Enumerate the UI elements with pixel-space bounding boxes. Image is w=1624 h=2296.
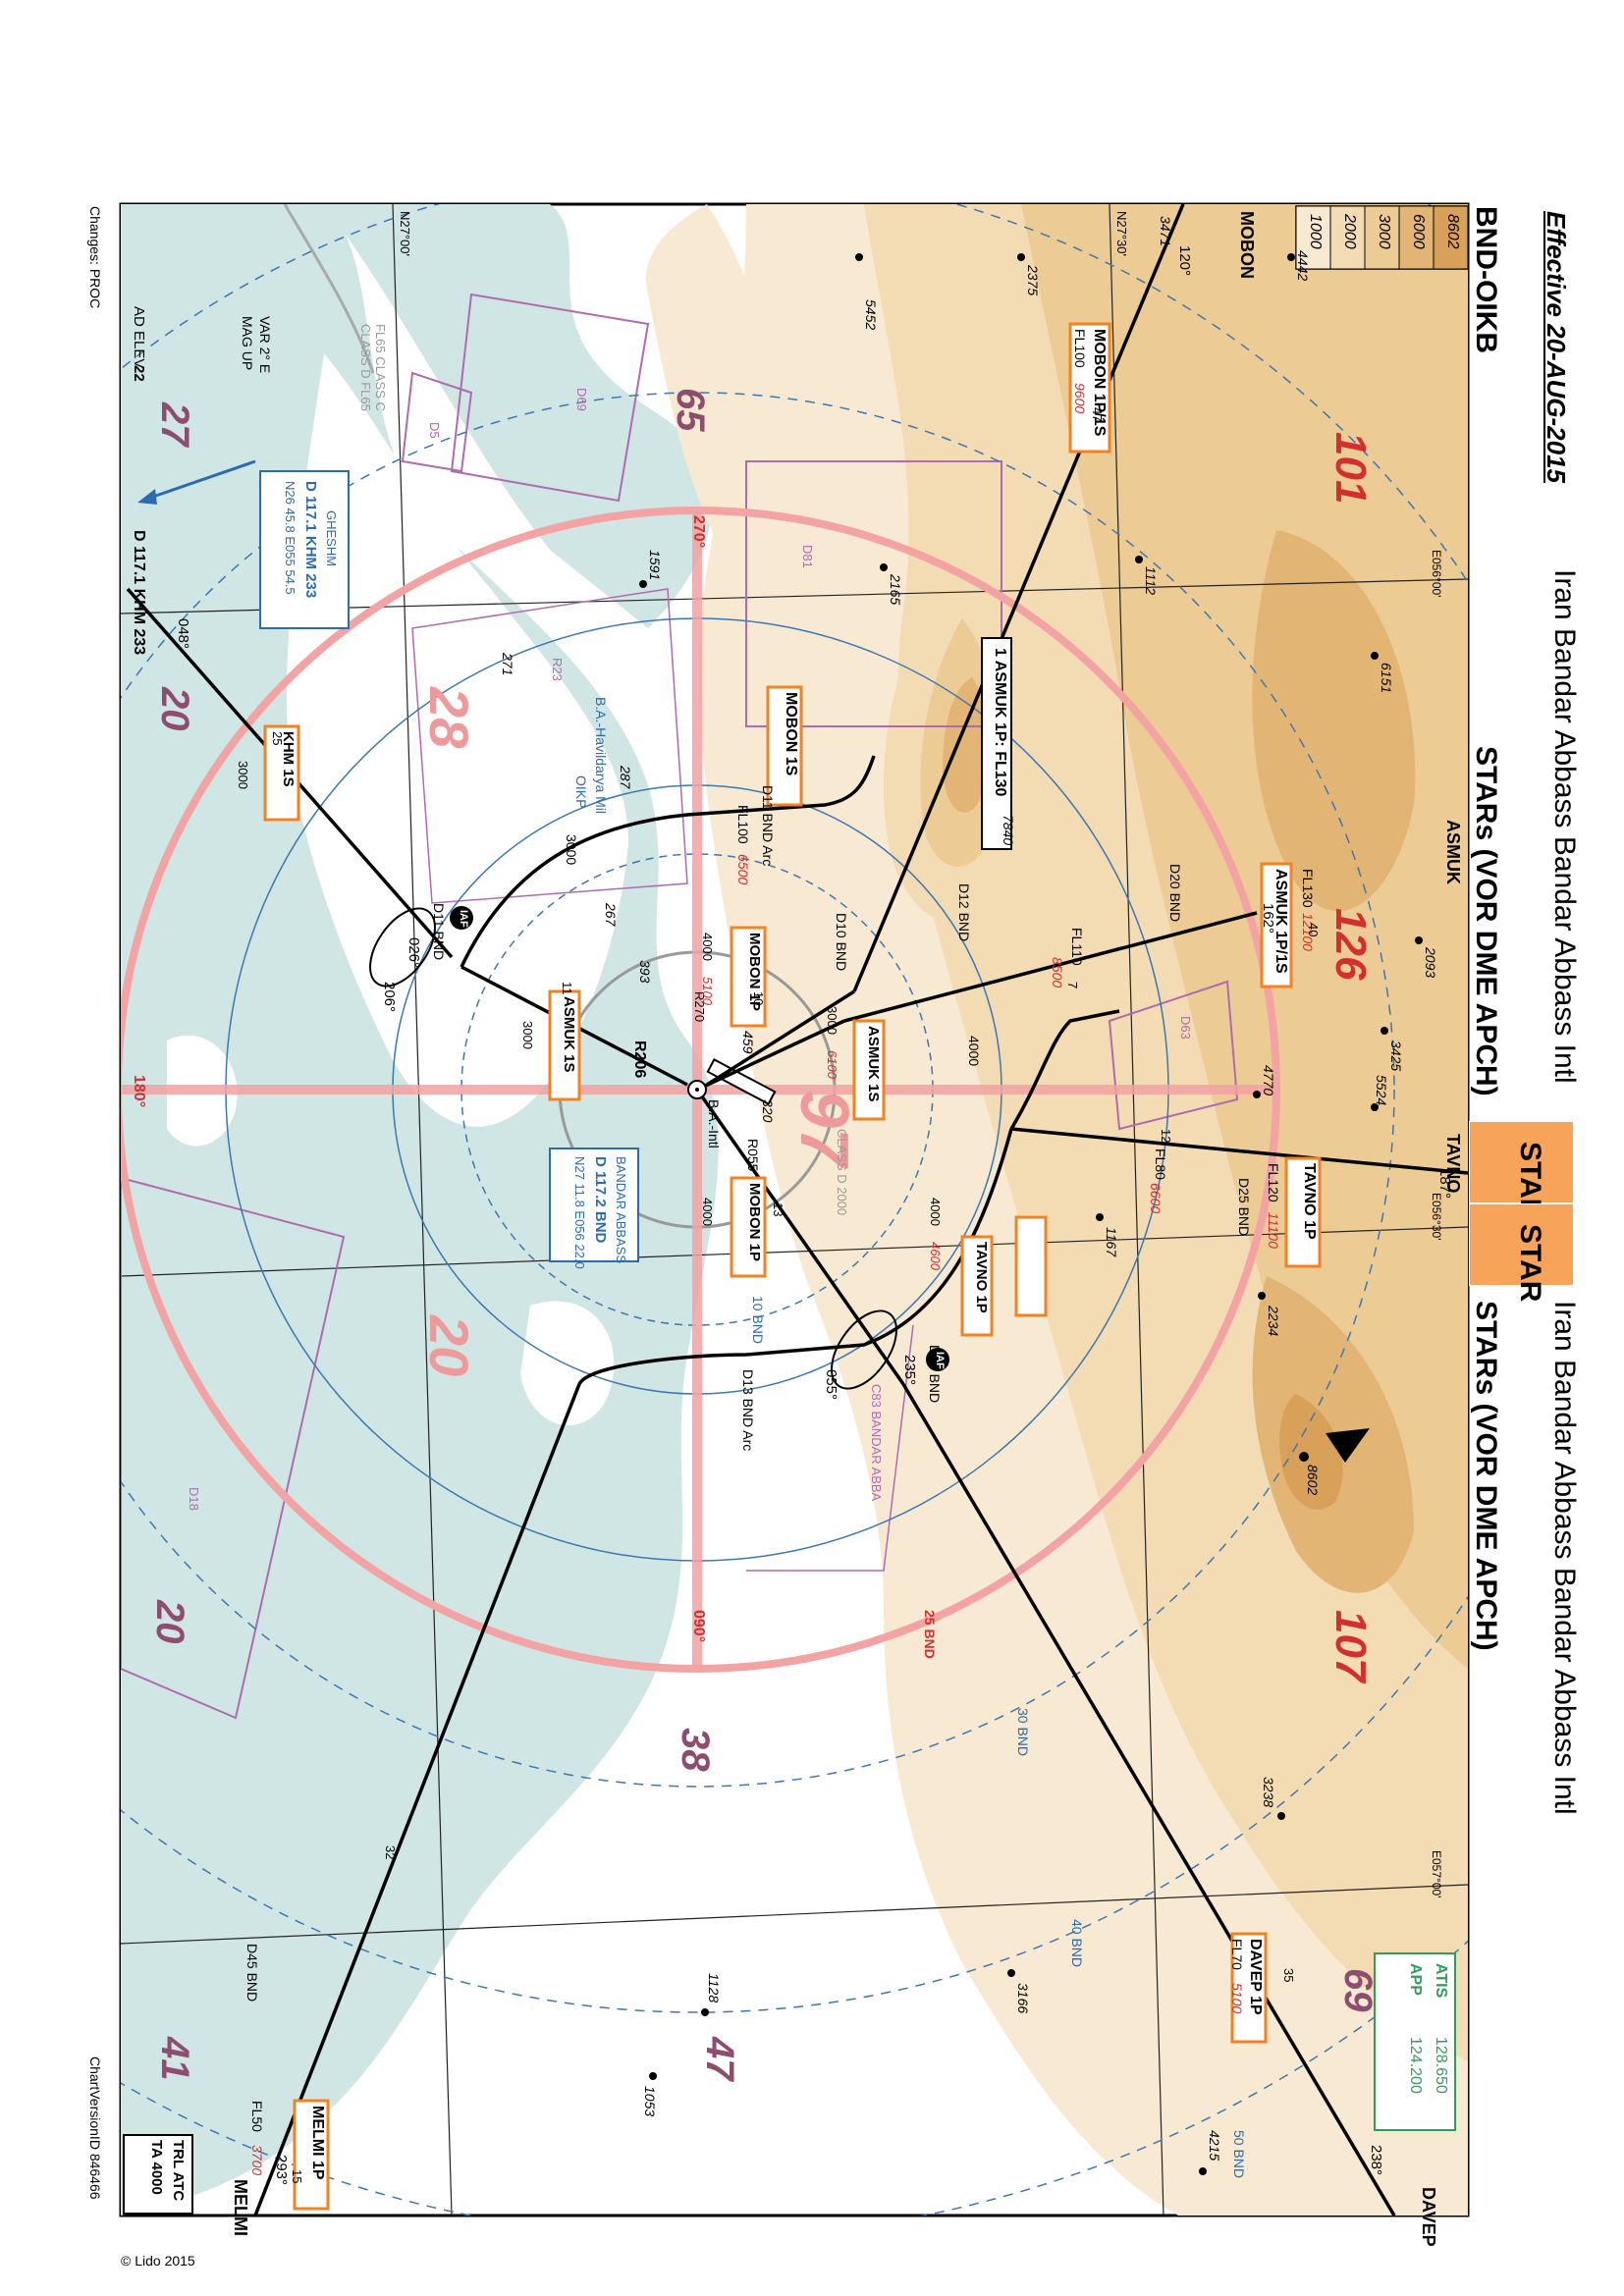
area-d5 (401, 371, 473, 473)
spot-1591 (639, 580, 647, 588)
spot-6151 (1371, 652, 1379, 660)
route-davep (901, 1383, 1396, 2216)
spot-4770 (1253, 1091, 1261, 1098)
spot-heights (639, 253, 1423, 2175)
khm-arrow (146, 459, 256, 501)
runway (706, 1058, 777, 1105)
box-mobon-1p-se (730, 1176, 767, 1278)
iaf-d13 (926, 1348, 949, 1371)
spot-1167 (1096, 1213, 1104, 1221)
terrain-band-3000 (1021, 204, 1468, 1669)
area-d18 (121, 1176, 346, 1720)
route-d13-arc-north (1009, 1009, 1120, 1130)
terrain-band-1000-west (646, 204, 805, 589)
legend-6000 (1398, 205, 1435, 270)
elevation-legend (1295, 205, 1469, 270)
graticule-e057-00 (121, 1884, 1468, 1945)
ring-30-bnd (121, 392, 1395, 1788)
route-melmi (253, 1383, 581, 2216)
vor-khm-box (259, 470, 350, 629)
terrain-band-8602 (1279, 1394, 1343, 1510)
trl-box (123, 2134, 193, 2215)
spot-1112 (1135, 556, 1143, 563)
box-mobon-1s (766, 685, 803, 807)
island-hormuz (520, 1301, 615, 1426)
spot-3166 (1007, 1969, 1015, 1977)
legend-3000 (1364, 205, 1400, 270)
box-davep-1p (1230, 1932, 1268, 2044)
spot-4215 (1199, 2167, 1207, 2175)
route-d11-arc (460, 755, 876, 968)
sea-channel (324, 204, 713, 628)
spot-2093 (1415, 936, 1423, 944)
spot-5452 (855, 253, 863, 261)
area-c83 (746, 1324, 914, 1572)
box-melmi-1p (293, 2099, 330, 2211)
box-asmuk-1p-inner (1014, 1215, 1048, 1317)
route-mobon (852, 204, 1185, 992)
spot-1053 (649, 2072, 657, 2080)
terrain-band-6000 (1252, 530, 1416, 912)
route-d13-arc-west (577, 1128, 1013, 1386)
graticule-e056-30 (121, 1226, 1468, 1277)
route-asmuk (843, 911, 1258, 1023)
legend-2000 (1329, 205, 1366, 270)
island-qeshm (286, 353, 628, 1127)
spot-2375 (1017, 253, 1025, 261)
spot-3425 (1380, 1027, 1388, 1035)
spot-2165 (880, 563, 888, 571)
route-mobon-1p (706, 989, 855, 1087)
box-mobon-1p-inner (730, 926, 767, 1028)
vor-bnd-box (549, 1148, 639, 1262)
spot-4442 (1287, 253, 1295, 261)
asmuk-1p-fl130-box (981, 637, 1012, 850)
route-mobon-1p-inbound (695, 1088, 905, 1386)
holding-d13 (831, 1309, 897, 1390)
procedure-boxes (263, 322, 1322, 2211)
vor-bnd-symbol (687, 1080, 707, 1099)
box-asmuk-1p1s (1260, 862, 1293, 988)
terrain-band-6000-3 (943, 677, 988, 813)
box-asmuk-1s-west (548, 989, 581, 1101)
box-mobon-1p1s (1068, 322, 1111, 454)
legend-1000 (1295, 205, 1331, 270)
area-d69 (450, 293, 650, 503)
khm-arrowhead (137, 489, 157, 505)
ring-40-bnd (121, 204, 1468, 2013)
legend-8602 (1433, 205, 1469, 270)
box-tavno-1p-inner (960, 1235, 994, 1337)
box-khm-1s (263, 724, 300, 822)
spot-5524 (1371, 1103, 1379, 1111)
graticule-n27-00 (392, 204, 453, 2216)
graticule-n27-30 (1109, 204, 1164, 2216)
spot-8602 (1299, 1452, 1309, 1462)
spot-2234 (1258, 1292, 1266, 1300)
spot-3238 (1277, 1812, 1285, 1820)
iaf-d11 (450, 906, 473, 930)
highest-elevation-arrow (1326, 1428, 1370, 1463)
route-to-bnd (696, 1019, 845, 1092)
comm-box (1374, 1952, 1456, 2131)
route-tavno (1010, 1127, 1468, 1175)
box-asmuk-1s-inner (852, 1019, 886, 1121)
box-tavno-1p (1284, 1156, 1322, 1268)
area-r23 (411, 588, 688, 904)
spot-1128 (701, 2008, 709, 2016)
class-c-boundary (283, 204, 375, 374)
holding-d11 (369, 907, 436, 988)
